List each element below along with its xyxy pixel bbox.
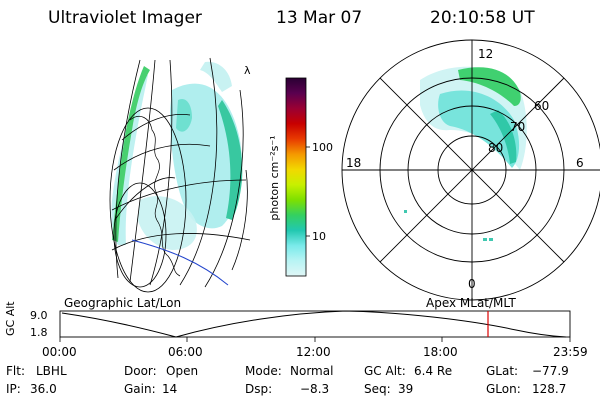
timeline-xtick-1800: 18:00 [423,345,458,359]
status-flt-label: Flt: [6,364,25,378]
mlat-label-70: 70 [510,120,525,134]
terminator-line [131,239,229,286]
altitude-timeline [59,310,571,342]
status-seq-value: 39 [398,382,414,396]
timeline-xtick-0600: 06:00 [168,345,203,359]
mlat-label-60: 60 [534,99,549,113]
status-door-label: Door: [124,364,157,378]
polar-emission-speck [483,238,487,241]
status-ip-value: 36.0 [30,382,57,396]
status-glon-value: 128.7 [532,382,567,396]
timeline-frame [59,310,571,338]
status-gain-value: 14 [162,382,178,396]
geographic-caption: Geographic Lat/Lon [64,296,182,310]
status-gain-label: Gain: [124,382,156,396]
status-mode-value: Normal [290,364,334,378]
aurora-emission-top [200,61,232,92]
status-glon-label: GLon: [486,382,521,396]
colorbar-unit-label: photon cm⁻²s⁻¹ [268,135,281,220]
timeline-ylabel: GC Alt [4,301,17,336]
status-dsp-value: −8.3 [300,382,330,396]
lat-lon-grid [109,57,251,293]
status-glat-value: −77.9 [532,364,569,378]
time-label: 20:10:58 UT [430,8,535,28]
polar-emission-arc [490,110,517,164]
mlt-label-18: 18 [346,156,361,170]
colorbar-tick-label-10: 10 [312,230,326,243]
geographic-panel: λ [109,57,251,293]
timeline-xtick-1200: 12:00 [296,345,331,359]
status-gcalt-value: 6.4 Re [414,364,453,378]
altitude-curve [61,310,567,338]
status-door-value: Open [166,364,199,378]
status-mode-label: Mode: [245,364,282,378]
mlt-label-6: 6 [576,156,584,170]
status-seq-label: Seq: [364,382,391,396]
colorbar-body [285,77,307,277]
status-gcalt-label: GC Alt: [364,364,406,378]
colorbar: 100 10 photon cm⁻²s⁻¹ [268,77,333,277]
mlat-label-80: 80 [488,141,503,155]
colorbar-tick-label-100: 100 [312,141,333,154]
aurora-emission-edge [218,100,243,220]
polar-grid [341,39,600,301]
timeline-ytick-bottom: 1.8 [30,326,48,339]
polar-emission-speck [404,210,407,213]
date-label: 13 Mar 07 [276,8,363,28]
polar-emission-green [458,67,521,106]
timeline-ticks [59,337,571,342]
timeline-xtick-2359: 23:59 [553,345,588,359]
aurora-emission-inner [176,98,192,132]
mlt-label-0: 0 [468,277,476,291]
instrument-title: Ultraviolet Imager [48,8,202,28]
mlt-label-12: 12 [478,47,493,61]
apex-caption: Apex MLat/MLT [426,296,516,310]
timeline-ytick-top: 9.0 [30,309,48,322]
status-ip-label: IP: [6,382,21,396]
timeline-xtick-0000: 00:00 [42,345,77,359]
status-dsp-label: Dsp: [245,382,273,396]
status-glat-label: GLat: [486,364,519,378]
polar-emission-speck [489,238,493,241]
coastline [129,116,181,277]
polar-panel: 12 18 6 0 60 70 80 [341,39,600,301]
status-flt-value: LBHL [36,364,67,378]
lambda-marker: λ [244,64,251,77]
